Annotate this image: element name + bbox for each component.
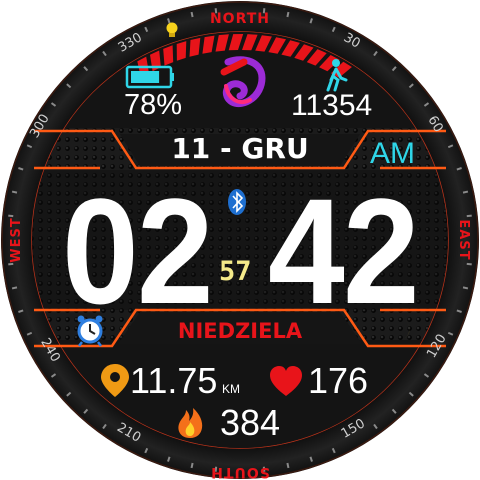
bezel-tick: [373, 423, 378, 430]
bluetooth-icon: [228, 189, 246, 215]
compass-south: SOUTH: [210, 464, 270, 480]
battery-icon: [125, 65, 174, 89]
heart-icon: [270, 366, 302, 396]
am-pm-indicator: AM: [370, 137, 415, 170]
swirl-logo-icon: [220, 56, 266, 107]
compass-east: EAST: [456, 219, 471, 260]
bezel-tick: [18, 167, 24, 171]
gauge-segment: [294, 44, 314, 61]
bezel-tick: [466, 262, 472, 266]
date-label: 11 - GRU: [171, 132, 309, 165]
bezel-tick: [262, 466, 266, 472]
bezel-tick: [8, 214, 14, 218]
bezel-tick: [309, 456, 313, 462]
bezel-tick: [18, 309, 24, 313]
bezel-tick: [423, 373, 430, 378]
bezel-tick: [331, 26, 336, 33]
gauge-segment: [215, 34, 229, 52]
bezel-tick: [456, 167, 462, 171]
bezel-tick: [447, 331, 454, 336]
bezel-tick: [408, 83, 414, 89]
bezel-tick: [286, 11, 290, 18]
location-pin-icon: [101, 364, 129, 397]
gauge-segment: [255, 35, 272, 52]
gauge-segment: [176, 41, 187, 61]
bezel-number-60: 60: [424, 113, 445, 135]
bezel-tick: [466, 214, 472, 218]
bezel-tick: [50, 102, 57, 107]
walking-person-icon: [326, 59, 348, 92]
bezel-tick: [102, 50, 107, 57]
bezel-tick: [214, 8, 218, 14]
gauge-segment: [228, 34, 244, 51]
bezel-tick: [214, 466, 218, 472]
gauge-segment: [331, 61, 352, 78]
bezel-number-30: 30: [341, 30, 363, 51]
bezel-tick: [408, 391, 414, 397]
bezel-tick: [462, 286, 469, 290]
upper-frame: [34, 129, 446, 170]
bezel-tick: [66, 391, 72, 397]
bezel-tick: [331, 447, 336, 454]
fire-icon: [178, 408, 203, 438]
bezel-tick: [83, 408, 89, 414]
gauge-segment: [319, 55, 340, 72]
bezel-tick: [391, 408, 397, 414]
bezel-tick: [11, 190, 18, 194]
bezel-tick: [26, 144, 33, 149]
bezel-tick: [11, 286, 18, 290]
gauge-segment: [189, 37, 201, 57]
calories-value: 384: [220, 402, 281, 443]
gauge-segment: [281, 40, 300, 57]
time-hour: 02: [62, 167, 214, 335]
alarm-clock-icon: [77, 315, 103, 347]
lower-frame: [34, 308, 446, 348]
bezel-tick: [144, 26, 149, 33]
bezel-tick: [144, 447, 149, 454]
bezel-tick: [286, 462, 290, 469]
lightbulb-icon: [166, 22, 178, 37]
bezel-tick: [391, 66, 397, 72]
gauge-segment: [268, 37, 286, 54]
bezel-tick: [373, 50, 378, 57]
bezel-tick: [83, 66, 89, 72]
bezel-tick: [50, 373, 57, 378]
compass-west: WEST: [9, 217, 24, 262]
gauge-segment: [163, 45, 174, 66]
bezel-tick: [167, 456, 171, 462]
bezel-tick: [8, 262, 14, 266]
gauge-segment: [242, 34, 258, 51]
gauge-segment: [306, 49, 327, 66]
distance-value: 11.75: [130, 360, 218, 401]
gauge-segment: [202, 35, 215, 54]
distance-unit: KM: [222, 382, 240, 396]
compass-north: NORTH: [210, 11, 270, 27]
bezel-tick: [456, 309, 462, 313]
heart-rate-value: 176: [308, 360, 369, 401]
battery-percent: 78%: [124, 89, 183, 121]
time-seconds: 57: [219, 256, 252, 287]
bezel-tick: [190, 462, 194, 469]
bezel-tick: [423, 102, 430, 107]
bezel-tick: [167, 18, 171, 24]
bezel-tick: [190, 11, 194, 18]
time-minute: 42: [268, 167, 420, 335]
bezel-tick: [26, 331, 33, 336]
bezel-tick: [102, 423, 107, 430]
weekday-label: NIEDZIELA: [177, 319, 303, 343]
bezel-tick: [309, 18, 313, 24]
bezel-tick: [262, 8, 266, 14]
bezel-tick: [447, 144, 454, 149]
step-count: 11354: [291, 89, 373, 122]
bezel-tick: [462, 190, 469, 194]
bezel-tick: [66, 83, 72, 89]
